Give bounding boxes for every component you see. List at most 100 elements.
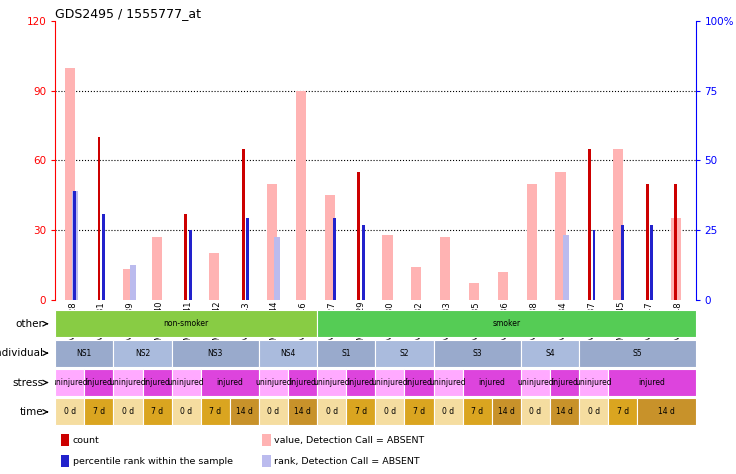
Text: NS2: NS2: [135, 349, 150, 357]
Bar: [498, 272, 508, 300]
Bar: [60, 434, 69, 446]
Bar: [171, 369, 201, 396]
Bar: [674, 183, 677, 300]
Text: injured: injured: [638, 378, 665, 387]
Bar: [362, 225, 364, 300]
Text: 14 d: 14 d: [294, 408, 311, 416]
Text: 7 d: 7 d: [151, 408, 163, 416]
Text: injured: injured: [406, 378, 433, 387]
Bar: [346, 398, 375, 426]
Text: 0 d: 0 d: [180, 408, 192, 416]
Bar: [613, 149, 623, 300]
Text: 0 d: 0 d: [267, 408, 280, 416]
Bar: [608, 369, 696, 396]
Bar: [113, 369, 143, 396]
Bar: [317, 310, 696, 337]
Text: NS4: NS4: [280, 349, 296, 357]
Bar: [527, 183, 537, 300]
Bar: [556, 172, 565, 300]
Text: uninjured: uninjured: [52, 378, 88, 387]
Bar: [296, 91, 306, 300]
Text: 7 d: 7 d: [471, 408, 484, 416]
Bar: [463, 369, 521, 396]
Bar: [563, 235, 569, 300]
Bar: [242, 149, 244, 300]
Bar: [267, 183, 277, 300]
Bar: [60, 456, 69, 467]
Bar: [275, 237, 280, 300]
Bar: [66, 68, 75, 300]
Text: stress: stress: [13, 377, 43, 388]
Bar: [434, 398, 463, 426]
Text: 14 d: 14 d: [658, 408, 675, 416]
Text: 0 d: 0 d: [442, 408, 454, 416]
Text: uninjured: uninjured: [372, 378, 408, 387]
Bar: [434, 369, 463, 396]
Bar: [579, 398, 608, 426]
Bar: [247, 219, 250, 300]
Text: S2: S2: [400, 349, 409, 357]
Bar: [621, 225, 624, 300]
Text: GDS2495 / 1555777_at: GDS2495 / 1555777_at: [55, 7, 201, 20]
Text: S5: S5: [632, 349, 642, 357]
Bar: [55, 339, 113, 367]
Text: injured: injured: [85, 378, 113, 387]
Text: 0 d: 0 d: [325, 408, 338, 416]
Bar: [521, 339, 579, 367]
Bar: [209, 253, 219, 300]
Bar: [492, 398, 521, 426]
Bar: [171, 398, 201, 426]
Text: 0 d: 0 d: [122, 408, 134, 416]
Text: injured: injured: [289, 378, 316, 387]
Bar: [102, 214, 105, 300]
Bar: [317, 398, 346, 426]
Text: 0 d: 0 d: [64, 408, 76, 416]
Bar: [469, 283, 479, 300]
Bar: [333, 219, 336, 300]
Bar: [262, 456, 271, 467]
Bar: [288, 369, 317, 396]
Bar: [411, 267, 422, 300]
Text: injured: injured: [216, 378, 244, 387]
Bar: [201, 369, 259, 396]
Text: 7 d: 7 d: [209, 408, 222, 416]
Bar: [143, 398, 171, 426]
Bar: [184, 214, 187, 300]
Bar: [440, 237, 450, 300]
Bar: [550, 398, 579, 426]
Text: injured: injured: [347, 378, 374, 387]
Bar: [259, 398, 288, 426]
Bar: [357, 172, 360, 300]
Text: non-smoker: non-smoker: [163, 319, 209, 328]
Bar: [72, 191, 79, 300]
Bar: [55, 398, 85, 426]
Bar: [645, 183, 648, 300]
Bar: [650, 225, 653, 300]
Bar: [434, 339, 521, 367]
Text: 7 d: 7 d: [413, 408, 425, 416]
Text: 7 d: 7 d: [617, 408, 629, 416]
Bar: [259, 369, 288, 396]
Bar: [55, 310, 317, 337]
Bar: [262, 434, 271, 446]
Bar: [592, 230, 595, 300]
Bar: [171, 339, 259, 367]
Bar: [579, 339, 696, 367]
Text: value, Detection Call = ABSENT: value, Detection Call = ABSENT: [274, 436, 424, 445]
Bar: [375, 398, 405, 426]
Bar: [463, 398, 492, 426]
Bar: [550, 369, 579, 396]
Bar: [346, 369, 375, 396]
Text: other: other: [15, 319, 43, 329]
Text: 7 d: 7 d: [93, 408, 105, 416]
Bar: [188, 230, 191, 300]
Text: uninjured: uninjured: [110, 378, 146, 387]
Bar: [588, 149, 591, 300]
Text: injured: injured: [551, 378, 578, 387]
Bar: [85, 369, 113, 396]
Bar: [123, 269, 133, 300]
Bar: [521, 398, 550, 426]
Text: 7 d: 7 d: [355, 408, 367, 416]
Text: rank, Detection Call = ABSENT: rank, Detection Call = ABSENT: [274, 457, 420, 466]
Text: 14 d: 14 d: [498, 408, 514, 416]
